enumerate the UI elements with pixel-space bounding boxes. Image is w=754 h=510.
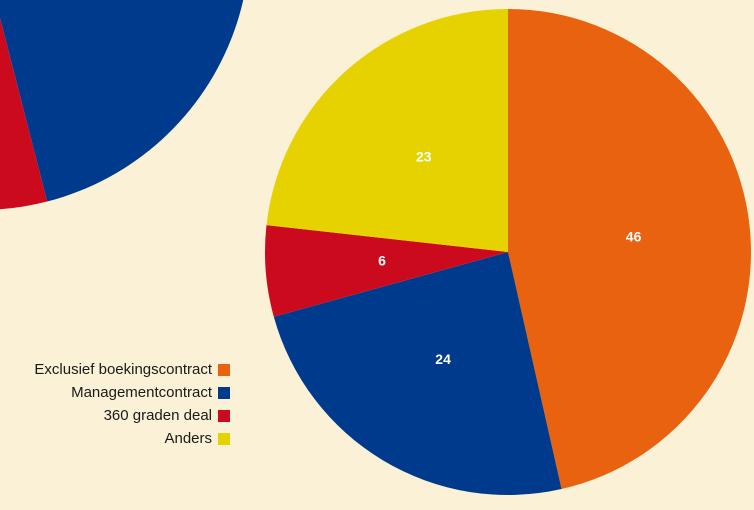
- legend-swatch: [218, 387, 230, 399]
- slice-label: 24: [435, 351, 451, 367]
- legend-swatch: [218, 433, 230, 445]
- slice-label: 23: [416, 149, 432, 165]
- legend-swatch: [218, 364, 230, 376]
- legend-label: Managementcontract: [71, 384, 213, 401]
- pie-slice: [273, 252, 562, 495]
- legend-label: Anders: [164, 430, 212, 447]
- legend-label: Exclusief boekingscontract: [34, 361, 212, 378]
- pie-slice: [508, 9, 752, 490]
- right-pie: 46 24 6 23: [264, 9, 752, 495]
- slice-label: 46: [626, 229, 642, 245]
- legend-label: 360 graden deal: [104, 407, 212, 424]
- pie-slice: [0, 0, 244, 202]
- pie-slice: [266, 9, 508, 252]
- legend-swatch: [218, 410, 230, 422]
- pie-slice: [0, 17, 48, 210]
- slice-label: 6: [378, 253, 386, 269]
- legend: Exclusief boekingscontract Managementcont…: [34, 361, 230, 447]
- left-pie: 4031623: [0, 0, 244, 210]
- pie-slice: [264, 225, 508, 317]
